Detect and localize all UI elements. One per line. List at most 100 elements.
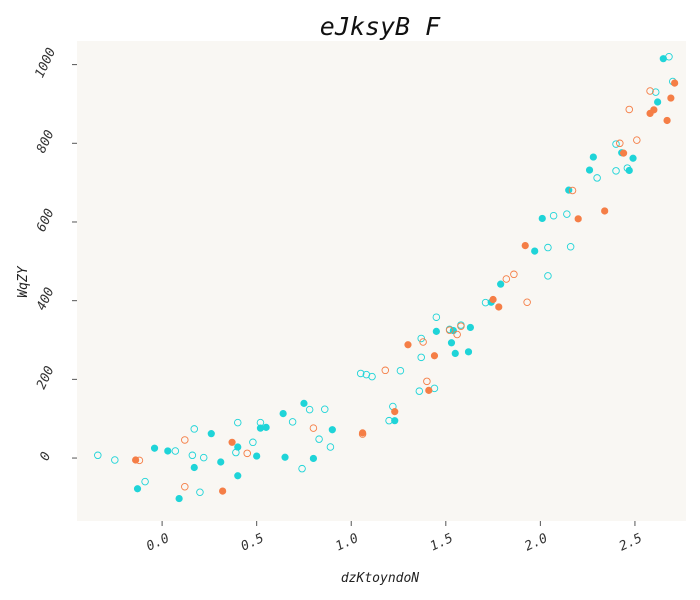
data-point-series-1 xyxy=(654,98,662,106)
data-point-series-2 xyxy=(356,369,365,378)
y-axis-ticks: 0 200 400 600 800 1000 xyxy=(32,46,77,464)
data-point-series-2 xyxy=(593,174,601,182)
data-point-series-2 xyxy=(298,464,306,473)
data-point-series-4 xyxy=(616,139,624,148)
data-point-series-1 xyxy=(300,399,308,407)
data-point-series-2 xyxy=(256,418,265,427)
x-tick-label: 1.0 xyxy=(333,531,361,555)
data-point-series-3 xyxy=(663,116,671,125)
data-point-series-2 xyxy=(249,438,257,447)
data-point-series-3 xyxy=(667,94,675,102)
data-point-series-1 xyxy=(391,417,399,425)
data-point-series-3 xyxy=(430,352,439,360)
data-point-series-2 xyxy=(141,477,149,486)
data-point-series-4 xyxy=(625,105,634,114)
data-point-series-2 xyxy=(665,52,673,61)
data-point-series-1 xyxy=(531,247,539,255)
x-tick-label: 1.5 xyxy=(428,531,456,555)
data-point-series-1 xyxy=(309,454,318,463)
y-tick-label: 200 xyxy=(34,364,58,392)
data-point-series-1 xyxy=(150,444,159,452)
data-point-series-3 xyxy=(601,207,609,215)
data-point-series-2 xyxy=(612,167,620,175)
data-point-series-4 xyxy=(646,87,654,95)
data-point-series-1 xyxy=(217,458,225,466)
data-point-series-4 xyxy=(243,449,251,458)
data-point-series-1 xyxy=(207,430,215,438)
data-point-series-3 xyxy=(132,456,140,464)
x-tick-label: 2.0 xyxy=(522,531,550,555)
data-point-series-4 xyxy=(181,436,189,444)
data-point-series-2 xyxy=(566,243,575,251)
data-point-series-4 xyxy=(510,270,518,279)
data-point-series-1 xyxy=(234,472,242,480)
data-point-series-2 xyxy=(651,88,660,96)
y-tick-label: 600 xyxy=(34,207,58,235)
data-point-series-4 xyxy=(423,377,431,386)
data-point-series-2 xyxy=(368,372,376,381)
data-point-series-4 xyxy=(358,430,367,438)
data-point-series-2 xyxy=(549,211,558,220)
data-point-series-2 xyxy=(481,298,490,307)
data-point-series-4 xyxy=(457,322,465,330)
data-point-series-4 xyxy=(502,275,511,283)
data-point-series-4 xyxy=(181,483,189,491)
x-tick-label: 2.5 xyxy=(617,531,645,555)
data-point-series-4 xyxy=(453,330,461,339)
data-point-series-2 xyxy=(623,164,632,172)
data-point-series-1 xyxy=(281,453,289,461)
data-point-series-3 xyxy=(495,303,503,311)
data-point-series-2 xyxy=(190,425,199,433)
data-point-series-2 xyxy=(417,353,425,362)
x-axis-ticks: 0.0 0.5 1.0 1.5 2.0 2.5 xyxy=(144,521,645,555)
data-point-series-2 xyxy=(544,272,552,280)
data-point-series-1 xyxy=(451,349,459,357)
x-tick-label: 0.0 xyxy=(144,531,172,555)
data-point-series-1 xyxy=(447,339,456,347)
data-point-series-4 xyxy=(419,338,427,346)
data-point-series-1 xyxy=(585,166,594,174)
data-point-series-1 xyxy=(253,452,261,460)
data-point-series-1 xyxy=(464,348,473,356)
data-point-series-4 xyxy=(633,136,641,144)
data-point-series-1 xyxy=(133,485,142,493)
data-point-series-1 xyxy=(497,280,505,288)
plot-area xyxy=(77,41,686,521)
data-point-series-2 xyxy=(234,418,242,427)
data-point-series-1 xyxy=(589,153,597,161)
data-point-series-2 xyxy=(326,443,335,451)
data-point-series-2 xyxy=(432,313,441,321)
data-point-series-3 xyxy=(619,149,628,157)
data-point-series-1 xyxy=(432,327,440,335)
y-tick-label: 800 xyxy=(34,128,58,156)
data-point-series-3 xyxy=(489,295,497,304)
data-point-series-3 xyxy=(425,386,433,394)
data-point-series-3 xyxy=(219,487,227,495)
data-point-series-2 xyxy=(417,334,425,343)
data-point-series-4 xyxy=(381,366,390,375)
data-point-series-2 xyxy=(199,453,208,462)
data-point-series-4 xyxy=(523,298,531,306)
data-point-series-3 xyxy=(521,241,529,250)
data-point-series-2 xyxy=(171,447,180,455)
chart-title: eJksyB F xyxy=(320,12,441,41)
data-point-series-1 xyxy=(538,214,546,223)
data-point-series-1 xyxy=(164,447,172,455)
data-point-series-2 xyxy=(94,451,102,460)
data-point-series-1 xyxy=(190,463,198,472)
data-point-series-2 xyxy=(288,418,297,426)
data-point-series-2 xyxy=(188,451,197,460)
data-point-series-4 xyxy=(568,186,577,195)
data-point-series-2 xyxy=(196,488,204,497)
data-point-series-2 xyxy=(305,405,314,414)
data-point-series-2 xyxy=(232,448,240,457)
data-point-series-2 xyxy=(111,456,119,464)
data-point-series-1 xyxy=(262,423,270,431)
x-tick-label: 0.5 xyxy=(239,531,267,555)
data-point-series-4 xyxy=(445,326,454,334)
y-tick-label: 0 xyxy=(37,450,54,464)
data-point-series-2 xyxy=(415,387,424,395)
data-point-series-3 xyxy=(650,106,658,114)
y-axis-label: WqZY xyxy=(16,265,31,297)
data-point-series-4 xyxy=(135,456,144,465)
